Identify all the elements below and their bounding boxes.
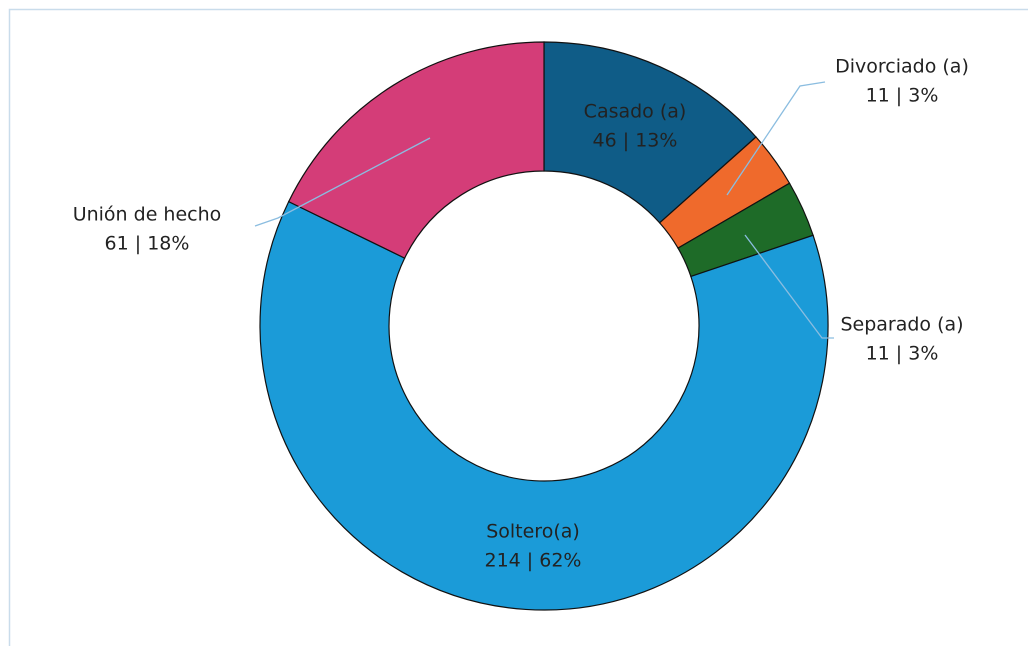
donut-slice (287, 41, 545, 259)
donut-slice (543, 41, 757, 224)
slice-label: Soltero(a) (486, 521, 580, 543)
leader-line (726, 81, 826, 196)
slice-value-label: 61 | 18% (105, 233, 190, 255)
slice-label: Separado (a) (840, 314, 963, 336)
donut-slice (259, 200, 829, 611)
slice-label: Casado (a) (584, 101, 687, 123)
slice-value-label: 11 | 3% (866, 85, 939, 107)
chart-frame (8, 8, 1028, 646)
slice-label: Divorciado (a) (835, 56, 969, 78)
leader-line (254, 137, 431, 227)
slice-label: Unión de hecho (73, 204, 222, 226)
slice-value-label: 11 | 3% (866, 343, 939, 365)
slice-value-label: 214 | 62% (485, 550, 582, 572)
slice-value-label: 46 | 13% (593, 130, 678, 152)
leader-line (744, 234, 834, 339)
